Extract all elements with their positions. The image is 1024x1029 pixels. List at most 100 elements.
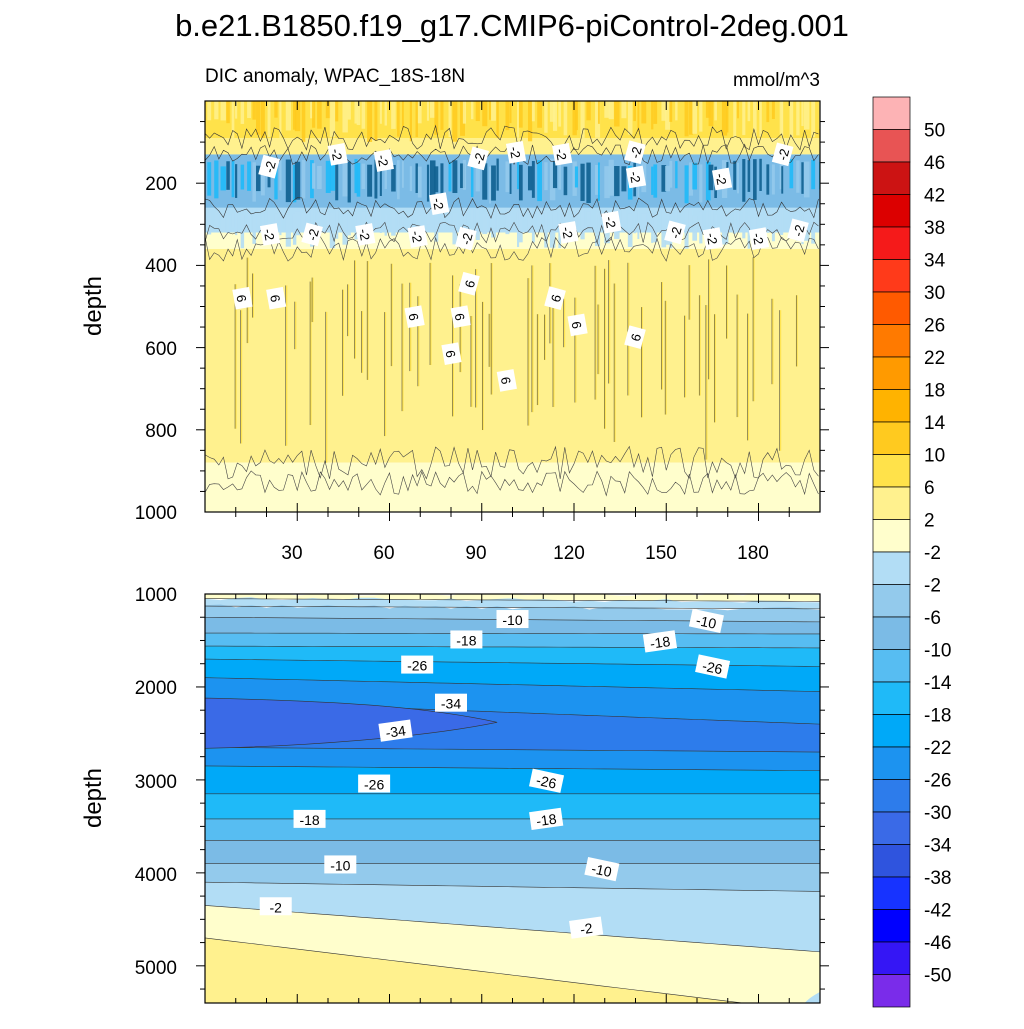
upper-streak — [252, 208, 256, 244]
upper-streak — [367, 101, 373, 142]
upper-streak — [537, 101, 542, 128]
upper-contour-label: -2 — [625, 165, 647, 189]
upper-streak — [470, 159, 474, 198]
upper-streak — [595, 165, 601, 195]
upper-streak — [285, 159, 291, 203]
lower-bottom-blob — [804, 991, 820, 1003]
lower-contour-label-text: -18 — [299, 812, 319, 828]
upper-streak — [586, 211, 591, 226]
upper-streak — [633, 211, 636, 234]
upper-contour-label: 6 — [232, 286, 253, 310]
upper-streak — [226, 101, 230, 124]
colorbar-label: -2 — [924, 543, 941, 564]
upper-streak — [733, 160, 737, 190]
upper-streak — [312, 277, 314, 323]
upper-streak — [247, 213, 251, 231]
lower-contour-label-text: -34 — [441, 696, 461, 712]
upper-streak — [391, 164, 396, 192]
colorbar-label: -42 — [924, 901, 951, 922]
upper-contour-label-text: -2 — [559, 226, 576, 240]
upper-streak — [574, 166, 578, 188]
upper-streak — [531, 101, 535, 122]
lower-contour-line — [205, 632, 820, 635]
upper-streak — [220, 166, 226, 191]
upper-streak — [426, 164, 430, 202]
upper-streak — [448, 215, 452, 225]
colorbar-box — [872, 681, 911, 715]
upper-streak — [279, 159, 282, 191]
upper-band — [205, 248, 820, 463]
upper-contour-label-text: 6 — [452, 312, 468, 322]
upper-axis-ticks — [196, 101, 829, 521]
lower-contour-label: -10 — [496, 610, 529, 629]
upper-streak — [317, 211, 322, 226]
upper-contour-label-text: 6 — [548, 293, 564, 304]
upper-contour-label: -2 — [702, 227, 723, 250]
upper-streak — [527, 278, 530, 426]
colorbar-box — [872, 974, 911, 1008]
colorbar-box — [872, 811, 911, 845]
upper-contour-label: -2 — [771, 142, 794, 167]
upper-x-tick-labels: 30 60 90 120 150 180 — [281, 543, 768, 564]
colorbar-box — [872, 551, 911, 585]
upper-contour-label-text: -2 — [458, 231, 475, 246]
upper-streak — [684, 101, 689, 137]
upper-contour-label-text: 6 — [569, 320, 585, 330]
upper-streak — [301, 101, 306, 142]
upper-streak — [489, 166, 491, 204]
upper-streak — [737, 101, 740, 119]
upper-contour-label-text: -2 — [261, 228, 278, 242]
lower-contour-label-text: -10 — [590, 860, 613, 880]
upper-streak — [721, 213, 728, 245]
upper-contour-line — [205, 124, 819, 151]
upper-y-tick-label: 600 — [145, 339, 177, 360]
upper-streak — [689, 209, 693, 226]
lower-contour-label: -34 — [378, 719, 413, 742]
upper-streak — [753, 159, 757, 200]
colorbar-label: -50 — [924, 966, 951, 987]
upper-streak — [417, 215, 422, 231]
upper-streak — [354, 101, 358, 124]
upper-contour-label-text: -2 — [374, 154, 391, 168]
upper-contour-label: 6 — [544, 286, 566, 311]
upper-streak — [669, 101, 673, 122]
colorbar-box — [872, 779, 911, 813]
upper-streak — [417, 101, 422, 124]
upper-contour-label: -2 — [355, 223, 376, 246]
upper-streak — [651, 101, 654, 130]
upper-streak — [544, 314, 546, 360]
upper-streak — [759, 207, 762, 239]
upper-contour-label-text: -2 — [430, 197, 447, 211]
upper-contour-label-text: -2 — [627, 145, 644, 160]
lower-contour-label-text: -18 — [649, 633, 671, 652]
upper-streak — [689, 265, 691, 320]
colorbar-box — [872, 486, 911, 520]
upper-streak — [505, 209, 510, 235]
upper-streak — [274, 101, 278, 118]
colorbar-label: 6 — [924, 478, 935, 499]
upper-streak — [552, 101, 558, 131]
upper-streak — [789, 210, 794, 231]
upper-streak — [417, 166, 422, 198]
colorbar-label: -18 — [924, 706, 951, 727]
lower-contour-label: -18 — [529, 807, 564, 831]
upper-streak — [516, 161, 520, 190]
upper-streak — [597, 162, 600, 201]
upper-streak — [335, 210, 339, 239]
upper-contour-label-text: -2 — [627, 170, 644, 184]
upper-streak — [261, 101, 265, 138]
colorbar-box — [872, 161, 911, 195]
upper-streak — [489, 101, 491, 120]
upper-contour-label: 6 — [266, 286, 287, 310]
colorbar-label: 22 — [924, 348, 945, 369]
lower-contour-label-text: -10 — [330, 857, 350, 873]
upper-streak — [347, 101, 351, 120]
colorbar-label: 10 — [924, 446, 945, 467]
upper-streak — [796, 160, 800, 193]
colorbar-label: 2 — [924, 511, 935, 532]
upper-streak — [329, 101, 336, 138]
upper-streak — [367, 208, 373, 232]
colorbar-labels: 50 46 42 38 34 30 26 22 18 14 10 6 2 -2 -2 -6 -10 -14 -18 -… — [924, 121, 952, 987]
upper-streak — [397, 214, 400, 226]
upper-streak — [301, 159, 306, 199]
